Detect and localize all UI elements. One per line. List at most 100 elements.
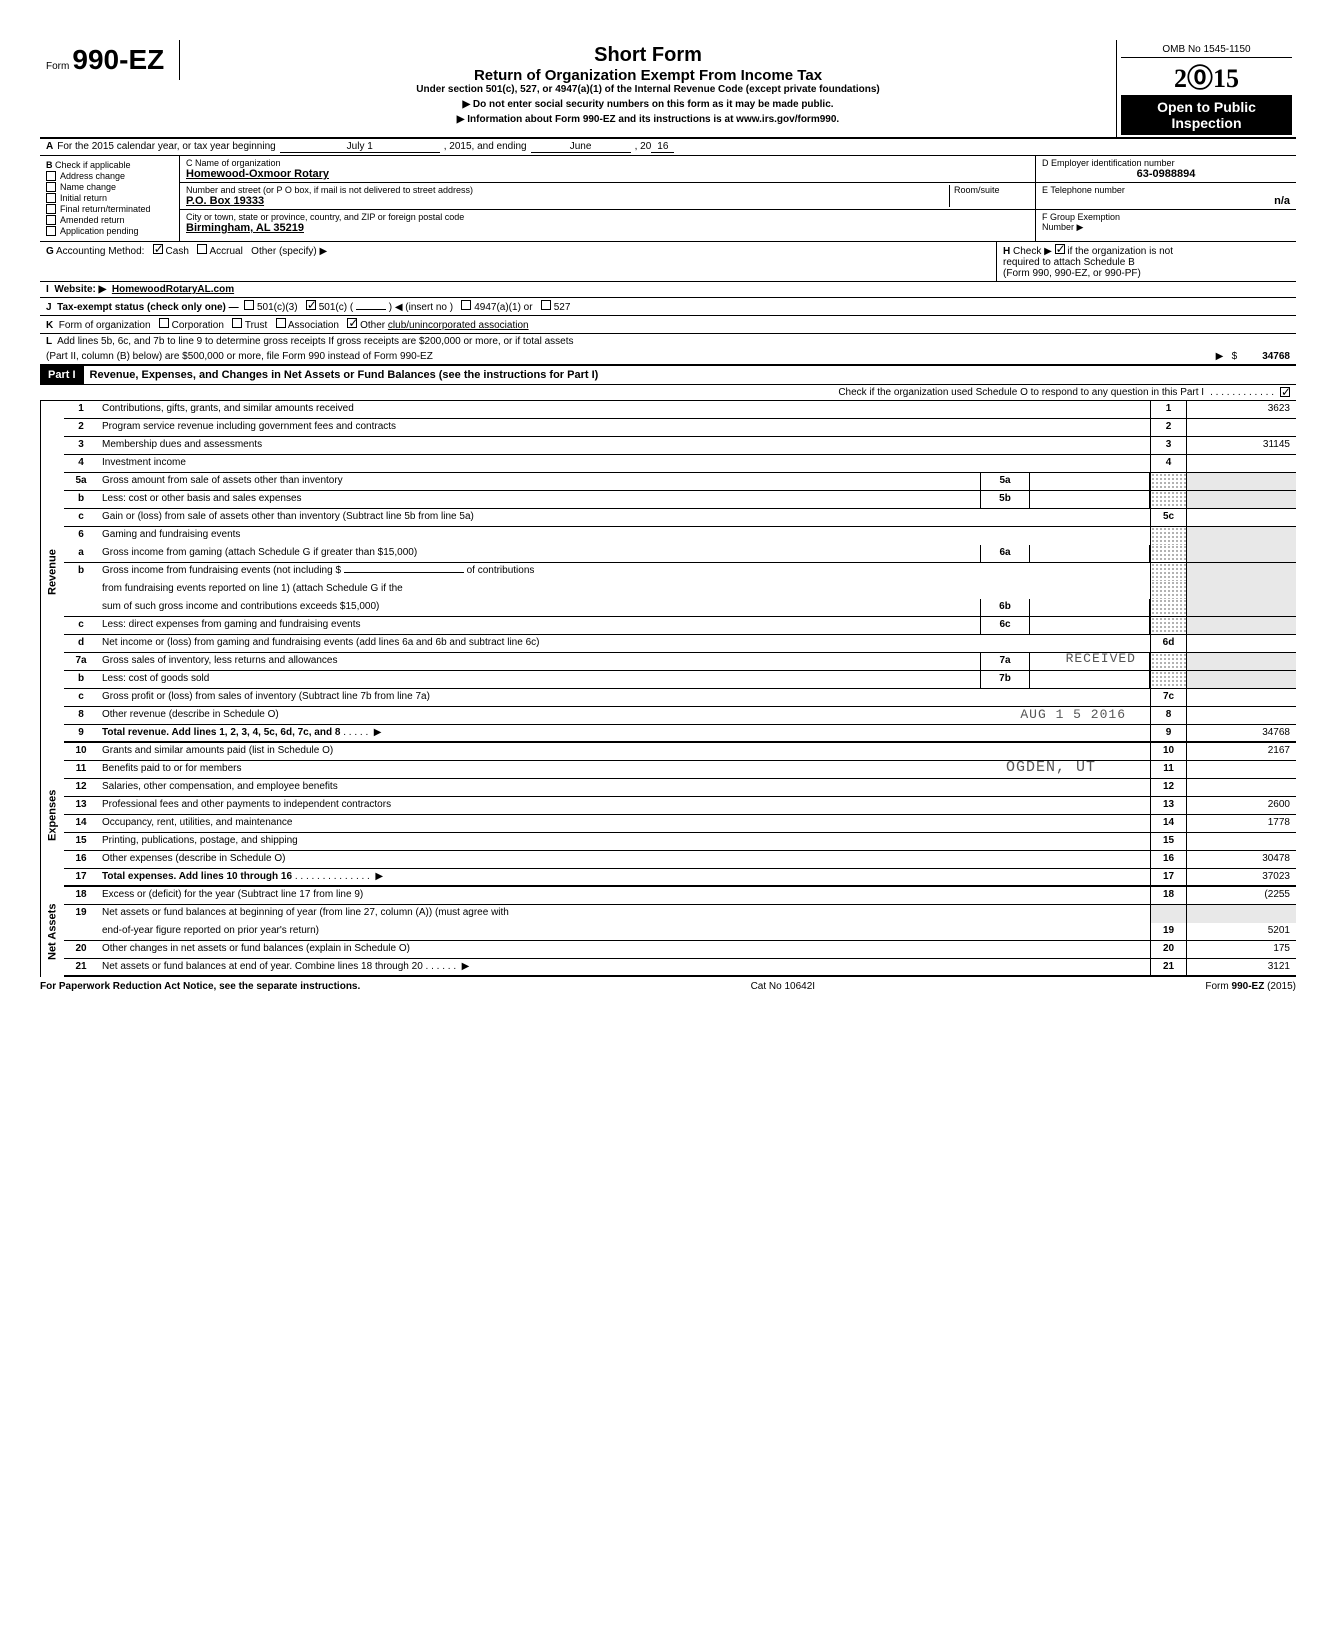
line-21-value: 3121 [1186, 959, 1296, 975]
line-19-1: 19 Net assets or fund balances at beginn… [64, 905, 1296, 923]
open-to-public: Open to Public Inspection [1121, 95, 1292, 135]
line-18: 18 Excess or (deficit) for the year (Sub… [64, 887, 1296, 905]
phone-row: E Telephone number n/a [1036, 183, 1296, 210]
chk-initial-return[interactable]: Initial return [46, 193, 173, 203]
line-12: 12 Salaries, other compensation, and emp… [64, 779, 1296, 797]
line-15-value [1186, 833, 1296, 850]
form-number: 990-EZ [72, 44, 164, 75]
row-l-total: (Part II, column (B) below) are $500,000… [40, 349, 1296, 366]
line-6b-2: from fundraising events reported on line… [64, 581, 1296, 599]
line-3: 3 Membership dues and assessments 3 3114… [64, 437, 1296, 455]
line-15: 15 Printing, publications, postage, and … [64, 833, 1296, 851]
line-4-value [1186, 455, 1296, 472]
line-6a-value [1030, 545, 1150, 562]
line-11: 11 Benefits paid to or for members 11 OG… [64, 761, 1296, 779]
line-6b-1: b Gross income from fundraising events (… [64, 563, 1296, 581]
org-city: Birmingham, AL 35219 [186, 222, 1029, 234]
line-14: 14 Occupancy, rent, utilities, and maint… [64, 815, 1296, 833]
col-d-e-f: D Employer identification number 63-0988… [1036, 156, 1296, 241]
row-g-h: G Accounting Method: Cash Accrual Other … [40, 242, 1296, 282]
line-8-value [1186, 707, 1296, 724]
chk-527[interactable] [541, 300, 551, 310]
chk-no-schedule-b[interactable] [1055, 244, 1065, 254]
line-1: 1 Contributions, gifts, grants, and simi… [64, 401, 1296, 419]
line-18-value: (2255 [1186, 887, 1296, 904]
title-main: Short Form [190, 44, 1106, 67]
part-i-title: Revenue, Expenses, and Changes in Net As… [84, 367, 605, 383]
line-17: 17 Total expenses. Add lines 10 through … [64, 869, 1296, 887]
org-street-row: Number and street (or P O box, if mail i… [180, 183, 1035, 210]
line-3-value: 31145 [1186, 437, 1296, 454]
org-city-row: City or town, state or province, country… [180, 210, 1035, 236]
stamp-date: AUG 1 5 2016 [1020, 707, 1126, 722]
footer-left: For Paperwork Reduction Act Notice, see … [40, 981, 360, 992]
title-sub: Return of Organization Exempt From Incom… [190, 67, 1106, 84]
chk-4947[interactable] [461, 300, 471, 310]
title-under: Under section 501(c), 527, or 4947(a)(1)… [190, 84, 1106, 95]
net-assets-section: Net Assets 18 Excess or (deficit) for th… [40, 887, 1296, 977]
year-block: OMB No 1545-1150 2⓪201515 Open to Public… [1116, 40, 1296, 137]
section-b-c-d: B Check if applicable Address change Nam… [40, 156, 1296, 242]
room-suite: Room/suite [949, 185, 1029, 207]
line-13-value: 2600 [1186, 797, 1296, 814]
chk-corporation[interactable] [159, 318, 169, 328]
chk-final-return[interactable]: Final return/terminated [46, 204, 173, 214]
line-1-value: 3623 [1186, 401, 1296, 418]
form-number-block: Form 990-EZ [40, 40, 180, 80]
row-i-website: I Website: ▶ HomewoodRotaryAL.com [40, 282, 1296, 298]
part-i-schedule-o-check: Check if the organization used Schedule … [40, 385, 1296, 401]
ein-row: D Employer identification number 63-0988… [1036, 156, 1296, 183]
ein-value: 63-0988894 [1042, 168, 1290, 180]
chk-name-change[interactable]: Name change [46, 182, 173, 192]
line-7c: c Gross profit or (loss) from sales of i… [64, 689, 1296, 707]
org-name-row: C Name of organization Homewood-Oxmoor R… [180, 156, 1035, 183]
line-20: 20 Other changes in net assets or fund b… [64, 941, 1296, 959]
chk-accrual[interactable] [197, 244, 207, 254]
line-5c: c Gain or (loss) from sale of assets oth… [64, 509, 1296, 527]
chk-other-org[interactable] [347, 318, 357, 328]
line-16: 16 Other expenses (describe in Schedule … [64, 851, 1296, 869]
stamp-ogden: OGDEN, UT [1006, 759, 1096, 776]
expenses-section: Expenses 10 Grants and similar amounts p… [40, 743, 1296, 887]
chk-cash[interactable] [153, 244, 163, 254]
line-9-value: 34768 [1186, 725, 1296, 741]
chk-501c3[interactable] [244, 300, 254, 310]
chk-amended-return[interactable]: Amended return [46, 215, 173, 225]
gross-receipts-value: 34768 [1262, 351, 1290, 362]
line-2: 2 Program service revenue including gove… [64, 419, 1296, 437]
chk-schedule-o-part-i[interactable] [1280, 387, 1290, 397]
line-5b: b Less: cost or other basis and sales ex… [64, 491, 1296, 509]
tax-year-end-yy: 16 [651, 141, 674, 153]
header-row: Form 990-EZ Short Form Return of Organiz… [40, 40, 1296, 139]
org-name: Homewood-Oxmoor Rotary [186, 168, 1029, 180]
chk-501c[interactable] [306, 300, 316, 310]
website-value: HomewoodRotaryAL.com [112, 284, 234, 295]
footer-right: Form 990-EZ (2015) [1205, 981, 1296, 992]
row-l-gross-receipts: L Add lines 5b, 6c, and 7b to line 9 to … [40, 334, 1296, 349]
line-8: 8 Other revenue (describe in Schedule O)… [64, 707, 1296, 725]
part-i-label: Part I [40, 366, 84, 384]
side-label-net-assets: Net Assets [40, 887, 64, 977]
title-block: Short Form Return of Organization Exempt… [180, 40, 1116, 129]
line-6c: c Less: direct expenses from gaming and … [64, 617, 1296, 635]
line-7c-value [1186, 689, 1296, 706]
line-17-value: 37023 [1186, 869, 1296, 885]
footer-cat-no: Cat No 10642I [751, 981, 816, 992]
stamp-received: RECEIVED [1066, 651, 1136, 666]
chk-association[interactable] [276, 318, 286, 328]
line-6: 6 Gaming and fundraising events [64, 527, 1296, 545]
group-exemption-row: F Group Exemption Number ▶ [1036, 210, 1296, 235]
line-6b-3: sum of such gross income and contributio… [64, 599, 1296, 617]
omb-number: OMB No 1545-1150 [1121, 42, 1292, 58]
chk-application-pending[interactable]: Application pending [46, 226, 173, 236]
part-i-header-row: Part I Revenue, Expenses, and Changes in… [40, 366, 1296, 385]
side-label-revenue: Revenue [40, 401, 64, 743]
line-10-value: 2167 [1186, 743, 1296, 760]
chk-address-change[interactable]: Address change [46, 171, 173, 181]
line-6d-value [1186, 635, 1296, 652]
row-a-tax-year: A For the 2015 calendar year, or tax yea… [40, 139, 1296, 156]
col-c-org-info: C Name of organization Homewood-Oxmoor R… [180, 156, 1036, 241]
line-20-value: 175 [1186, 941, 1296, 958]
line-19-value: 5201 [1186, 923, 1296, 940]
chk-trust[interactable] [232, 318, 242, 328]
